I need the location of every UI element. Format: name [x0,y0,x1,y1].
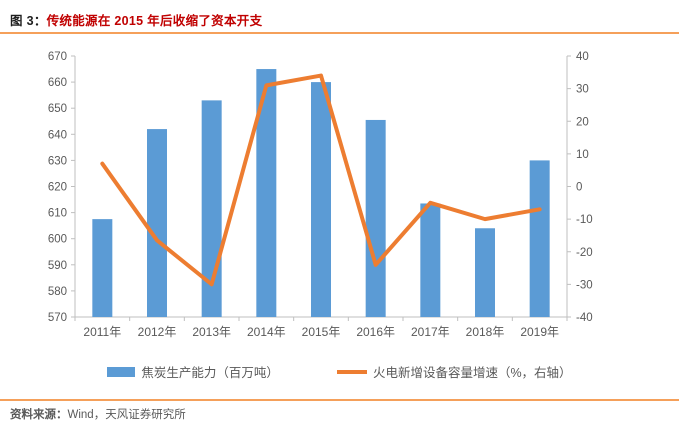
right-axis-tick-label: -10 [576,214,593,226]
bar-2011年 [92,219,113,317]
left-axis-tick-label: 590 [48,260,67,272]
right-axis-tick-label: 40 [576,51,589,63]
right-axis-tick-label: 20 [576,116,589,128]
right-axis-tick-label: 10 [576,149,589,161]
left-axis-tick-label: 650 [48,103,67,115]
left-axis-tick-label: 670 [48,51,67,63]
source-text: Wind，天风证券研究所 [67,409,186,421]
chart-canvas: 570 580 590 600 610 620 630 640 650 660 670 -40 -30 -… [48,51,593,339]
right-axis-tick-label: -20 [576,247,593,259]
bar-2016年 [365,119,386,317]
line-series-swatch-icon [336,369,367,374]
right-axis-tick-label: -30 [576,279,593,291]
left-axis-tick-label: 570 [48,312,67,324]
right-axis-tick-label: -40 [576,312,593,324]
x-axis-category-label: 2019年 [520,325,559,339]
trend-line [100,73,542,287]
bar-2014年 [256,69,277,317]
x-axis-category-label: 2017年 [411,325,450,339]
figure-title-text: 传统能源在 2015 年后收缩了资本开支 [46,14,263,28]
x-axis-category-label: 2013年 [192,325,231,339]
left-axis-tick-label: 620 [48,182,67,194]
left-axis-tick-label: 640 [48,129,67,141]
figure-number-label: 图 3： [10,14,47,28]
x-axis-category-label: 2012年 [138,325,177,339]
left-axis-tick-label: 600 [48,234,67,246]
bar-2018年 [475,228,495,317]
bar-2012年 [147,129,167,317]
legend-item-bar-series: 焦炭生产能力（百万吨） [107,362,279,381]
footer-divider-line [0,399,679,401]
legend-item-line-series: 火电新增设备容量增速（%，右轴） [336,362,572,381]
source-note: 资料来源：Wind，天风证券研究所 [10,406,669,422]
x-axis-category-label: 2011年 [83,325,121,339]
right-axis-tick-label: 0 [576,182,582,194]
chart-legend: 焦炭生产能力（百万吨） 火电新增设备容量增速（%，右轴） [0,362,679,381]
x-axis-category-label: 2016年 [356,325,395,339]
left-axis-tick-label: 630 [48,155,67,167]
left-axis-tick-label: 580 [48,286,67,298]
bar-2015年 [311,82,331,317]
left-axis-tick-label: 610 [48,208,67,220]
title-divider-line [0,32,679,34]
source-label: 资料来源： [10,409,68,421]
bar-2019年 [529,160,550,317]
line-series-label: 火电新增设备容量增速（%，右轴） [372,366,572,380]
figure-title: 图 3：传统能源在 2015 年后收缩了资本开支 [10,10,669,29]
left-axis-tick-label: 660 [48,77,67,89]
bar-2017年 [420,203,441,317]
right-axis-tick-label: 30 [576,84,589,96]
bar-series-swatch-icon [107,366,136,377]
x-axis-category-label: 2018年 [466,325,505,339]
bar-series-label: 焦炭生产能力（百万吨） [141,366,279,380]
x-axis-category-label: 2015年 [302,325,341,339]
x-axis-category-label: 2014年 [247,325,286,339]
